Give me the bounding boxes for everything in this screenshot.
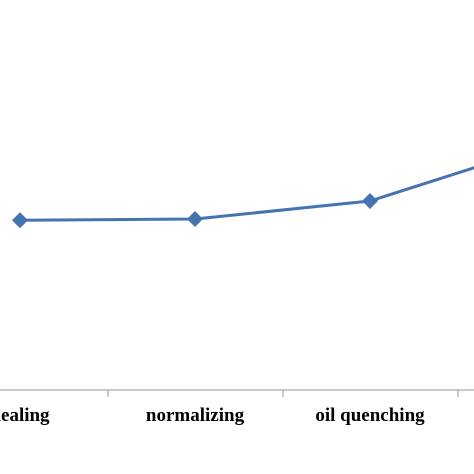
data-point-marker (12, 212, 28, 229)
series-line (19, 166, 474, 222)
x-tick-label: normalizing (146, 405, 245, 426)
x-tick-label: nealing (0, 405, 50, 426)
data-point-marker (187, 211, 203, 227)
x-tick-label: oil quenching (315, 405, 425, 426)
x-axis (0, 389, 474, 397)
series-line-group (12, 166, 474, 229)
x-tick-label-group: nealing normalizing oil quenching (0, 405, 425, 426)
data-point-marker (362, 193, 378, 209)
